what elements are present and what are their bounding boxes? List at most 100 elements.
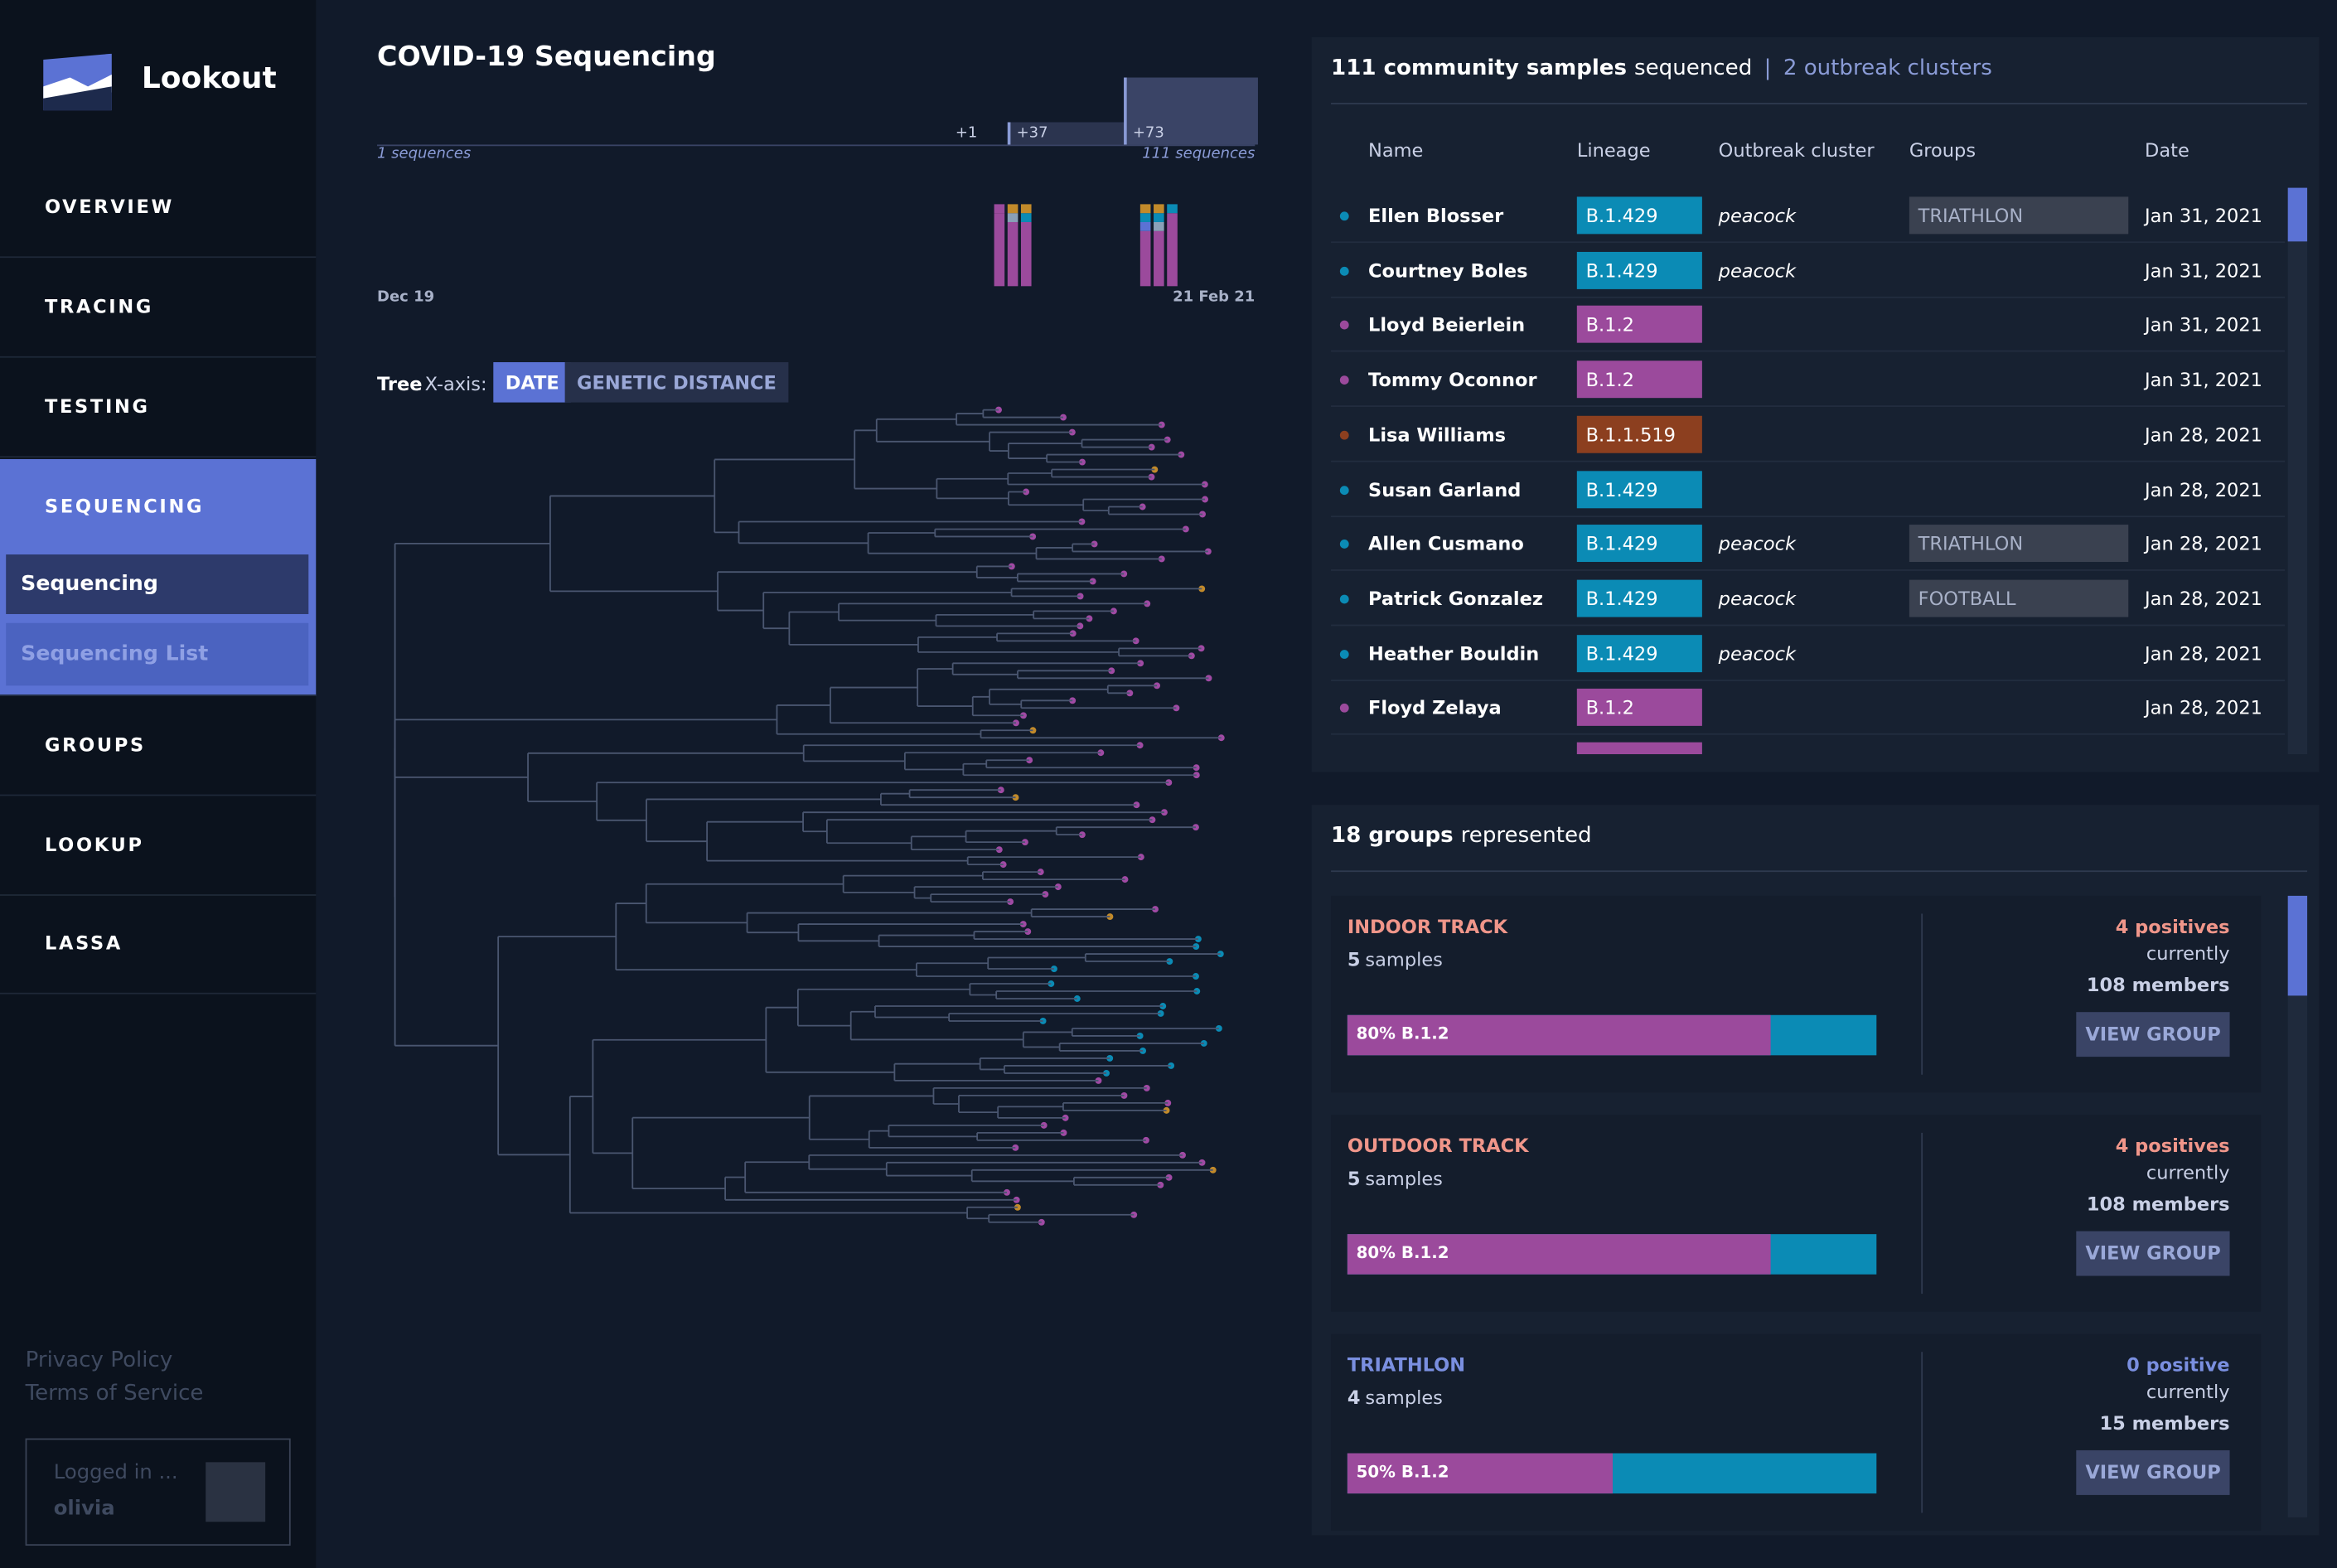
view-group-button[interactable]: VIEW GROUP: [2076, 1449, 2230, 1495]
tree-tip: [1077, 622, 1084, 630]
tree-tip: [995, 406, 1002, 414]
table-row[interactable]: Courtney Boles B.1.429 peacock Jan 31, 2021: [1331, 243, 2286, 298]
status-dot: [1339, 266, 1349, 276]
members: 108 members: [2086, 973, 2230, 996]
phylogenetic-tree: [394, 406, 1225, 1226]
histogram-segment: [994, 213, 1005, 287]
increment: +37: [1016, 125, 1048, 142]
nav-item[interactable]: OVERVIEW: [0, 159, 317, 259]
tree-tip: [1204, 548, 1212, 555]
histogram-segment: [1139, 213, 1151, 222]
view-group-button[interactable]: VIEW GROUP: [2076, 1231, 2230, 1276]
tree-tip: [1217, 951, 1224, 957]
axis-line: [377, 144, 1256, 147]
tree-tip: [1013, 719, 1019, 727]
nav-item[interactable]: LASSA: [0, 896, 317, 995]
positives: 4 positives: [2115, 1134, 2230, 1157]
share-label: 80% B.1.2: [1356, 1242, 1449, 1263]
tree-tip: [1089, 578, 1096, 585]
tree-tip: [1188, 652, 1195, 660]
tree-tip: [1159, 1003, 1167, 1009]
tree-tip: [1168, 1062, 1175, 1069]
nav-label: TESTING: [44, 394, 150, 418]
sample-date: Jan 31, 2021: [2145, 259, 2262, 282]
status-dot: [1339, 430, 1349, 440]
tree-tip: [1021, 839, 1028, 846]
group-tag: FOOTBALL: [1909, 579, 2129, 617]
cluster: peacock: [1718, 587, 1797, 610]
table-row[interactable]: Tommy Oconnor B.1.2 Jan 31, 2021: [1331, 352, 2286, 408]
login-box[interactable]: Logged in ... olivia: [25, 1438, 291, 1546]
status-dot: [1339, 485, 1349, 495]
table-row[interactable]: Patrick Gonzalez B.1.429 peacock FOOTBALL Ja…: [1331, 571, 2286, 627]
table-row[interactable]: Heather Bouldin B.1.429 peacock Jan 28, 202…: [1331, 626, 2286, 681]
tree-tip: [1108, 667, 1115, 675]
status-dot: [1339, 649, 1349, 659]
tree-tip: [1164, 1099, 1172, 1106]
count-label: 1 sequences: [377, 146, 472, 163]
group-name: TRIATHLON: [1347, 1353, 1466, 1377]
status-dot: [1339, 375, 1349, 385]
lineage-tag: B.1.1.519: [1576, 415, 1702, 453]
scroll-thumb: [2287, 895, 2308, 996]
footer-link[interactable]: Terms of Service: [25, 1382, 204, 1406]
lineage-tag: B.1.2: [1576, 361, 1702, 399]
nav-item[interactable]: SEQUENCING Sequencing Sequencing List: [0, 458, 317, 696]
samples-header: 111 community samples sequenced | 2 outbrea…: [1331, 56, 1992, 80]
sample-name: Tommy Oconnor: [1368, 368, 1537, 391]
tree-tip: [1095, 1077, 1102, 1084]
subnav-item[interactable]: Sequencing List: [6, 622, 309, 686]
nav-label: TRACING: [44, 295, 154, 318]
histogram-segment: [1020, 213, 1032, 222]
table-row[interactable]: Floyd Zelaya B.1.2 Jan 28, 2021: [1331, 680, 2286, 736]
toggle-option[interactable]: DATE: [493, 362, 572, 403]
toggle-option[interactable]: GENETIC DISTANCE: [564, 362, 789, 403]
cluster: peacock: [1718, 204, 1797, 227]
tree-tip: [1020, 712, 1027, 719]
footer-link[interactable]: Privacy Policy: [25, 1348, 173, 1373]
sample-name: Allen Cusmano: [1368, 532, 1524, 555]
lineage-tag: B.1.2: [1576, 306, 1702, 344]
status: currently: [2146, 941, 2230, 965]
column-header: Name: [1368, 138, 1424, 162]
table-row[interactable]: Allen Cusmano B.1.429 peacock TRIATHLON Jan …: [1331, 516, 2286, 572]
nav-item[interactable]: TRACING: [0, 259, 317, 358]
column-header: Groups: [1909, 138, 1977, 162]
count-label: 111 sequences: [1142, 146, 1256, 163]
sample-date: Jan 31, 2021: [2145, 313, 2262, 336]
tree-tip: [1164, 436, 1171, 443]
table-row[interactable]: Susan Garland B.1.429 Jan 28, 2021: [1331, 462, 2286, 517]
tree-tip: [1148, 443, 1155, 451]
tree-tip: [1073, 995, 1081, 1002]
tree-tip: [1133, 801, 1140, 809]
nav-item[interactable]: LOOKUP: [0, 797, 317, 896]
table-row[interactable]: Lloyd Beierlein B.1.2 Jan 31, 2021: [1331, 298, 2286, 353]
histogram-segment: [994, 204, 1005, 214]
sample-date: Jan 28, 2021: [2145, 587, 2262, 610]
histogram-segment: [1167, 204, 1178, 214]
table-row[interactable]: Lisa Williams B.1.1.519 Jan 28, 2021: [1331, 407, 2286, 462]
date-label: Dec 19: [377, 288, 435, 306]
tree-tip: [1126, 690, 1134, 697]
sample-name: Lloyd Beierlein: [1368, 313, 1526, 336]
view-group-button[interactable]: VIEW GROUP: [2076, 1012, 2230, 1057]
lineage-tag: B.1.429: [1576, 579, 1702, 617]
date-label: 21 Feb 21: [1173, 288, 1256, 306]
tree-tip: [1136, 742, 1144, 749]
tree-tip: [1137, 854, 1144, 861]
status-dot: [1339, 211, 1349, 221]
status-dot: [1339, 704, 1349, 714]
nav-item[interactable]: TESTING: [0, 359, 317, 458]
subnav-item[interactable]: Sequencing: [6, 554, 309, 614]
sample-date: Jan 28, 2021: [2145, 532, 2262, 555]
tree-tip: [1139, 503, 1146, 511]
histogram-segment: [1139, 230, 1151, 287]
nav-item[interactable]: GROUPS: [0, 698, 317, 796]
tree-tip: [1166, 958, 1173, 965]
members: 15 members: [2099, 1411, 2230, 1435]
table-row[interactable]: Ellen Blosser B.1.429 peacock TRIATHLON Jan …: [1331, 188, 2286, 244]
axis-label: X-axis:: [424, 372, 487, 395]
histogram-segment: [1139, 204, 1151, 214]
